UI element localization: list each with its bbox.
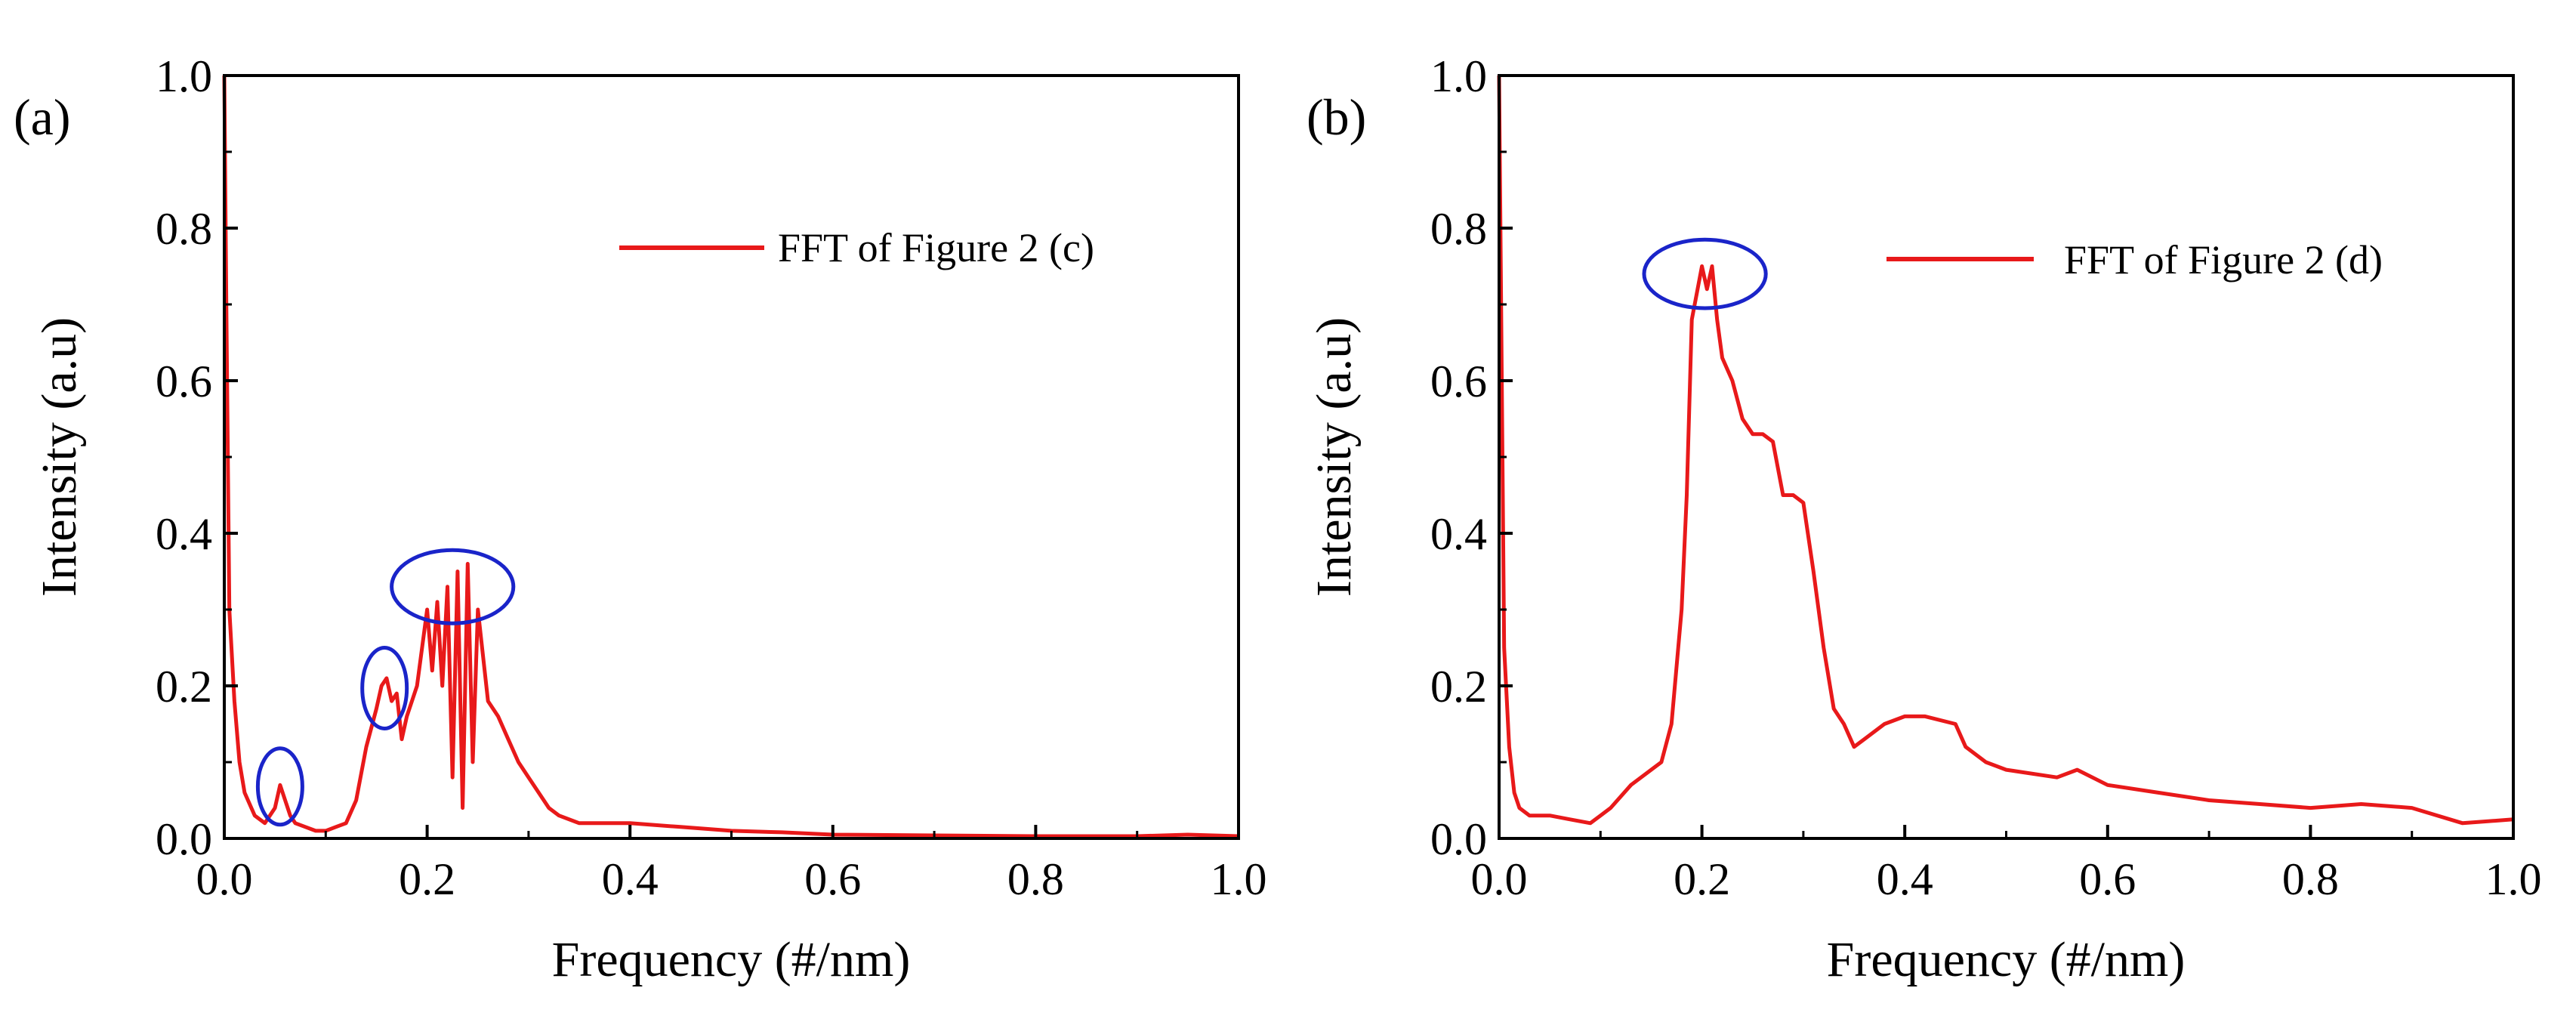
panel-b-y-tick-label-0: 0.0 <box>1430 814 1487 864</box>
panel-b-highlight-ellipse-0 <box>1642 237 1768 310</box>
panel-a-highlights-layer <box>255 548 516 827</box>
panel-a-highlight-ellipse-0 <box>255 746 304 827</box>
panel-b-y-tick-label-2: 0.4 <box>1430 509 1487 559</box>
panel-a-y-tick-label-0: 0.0 <box>156 814 212 864</box>
panel-b-y-tick-label-3: 0.6 <box>1430 357 1487 406</box>
panel-b-y-axis-label: Intensity (a.u) <box>1307 317 1362 597</box>
panel-b-highlights-layer <box>1642 237 1768 310</box>
panel-a-y-tick-label-2: 0.4 <box>156 509 212 559</box>
panel-b-x-axis-label: Frequency (#/nm) <box>1827 932 2186 987</box>
panel-b-x-tick-label-3: 0.6 <box>2079 854 2136 904</box>
panel-b-legend: FFT of Figure 2 (d) <box>1886 237 2383 282</box>
panel-b-y-tick-label-1: 0.2 <box>1430 662 1487 712</box>
panel-a-series-line-0 <box>222 75 1239 838</box>
panel-a-y-axis-label: Intensity (a.u) <box>32 317 87 597</box>
panel-a-y-tick-label-4: 0.8 <box>156 204 212 254</box>
panel-a-x-tick-label-3: 0.6 <box>804 854 861 904</box>
chart-panel-a: (a) 0.0 0.2 0.4 0.6 0.8 1.0 0.0 0.2 0.4 0.6 0.8 1.0… <box>14 51 1267 987</box>
panel-a-axes-layer: 0.0 0.2 0.4 0.6 0.8 1.0 0.0 0.2 0.4 0.6 0.8 1.0 <box>156 51 1267 904</box>
panel-a-y-tick-label-1: 0.2 <box>156 662 212 712</box>
panel-a-label: (a) <box>14 88 70 146</box>
panel-a-x-tick-label-4: 0.8 <box>1007 854 1064 904</box>
panel-a-x-axis-label: Frequency (#/nm) <box>552 932 911 987</box>
panel-a-x-tick-label-0: 0.0 <box>196 854 253 904</box>
panel-a-legend-label: FFT of Figure 2 (c) <box>778 225 1094 270</box>
chart-panel-b: (b) 0.0 0.2 0.4 0.6 0.8 1.0 0.0 0.2 0.4 0.6 0.8 1.0… <box>1307 51 2542 987</box>
panel-b-y-tick-label-5: 1.0 <box>1430 51 1487 101</box>
panel-b-x-tick-label-4: 0.8 <box>2282 854 2339 904</box>
panel-a-highlight-ellipse-2 <box>390 548 516 625</box>
panel-b-series-layer <box>1497 75 2514 826</box>
panel-b-legend-label: FFT of Figure 2 (d) <box>2064 237 2383 282</box>
panel-a-y-tick-label-3: 0.6 <box>156 357 212 406</box>
panel-b-label: (b) <box>1307 88 1366 146</box>
panel-a-series-layer <box>222 75 1239 838</box>
panel-a-highlight-ellipse-1 <box>360 646 409 730</box>
panel-b-y-tick-label-4: 0.8 <box>1430 204 1487 254</box>
panel-a-x-tick-label-5: 1.0 <box>1211 854 1267 904</box>
panel-b-x-tick-label-1: 0.2 <box>1674 854 1730 904</box>
panel-a-y-tick-label-5: 1.0 <box>156 51 212 101</box>
panel-a-legend: FFT of Figure 2 (c) <box>619 225 1094 270</box>
panel-a-x-tick-label-2: 0.4 <box>602 854 659 904</box>
panel-b-axes-layer: 0.0 0.2 0.4 0.6 0.8 1.0 0.0 0.2 0.4 0.6 0.8 1.0 <box>1430 51 2542 904</box>
panel-a-x-tick-label-1: 0.2 <box>399 854 455 904</box>
panel-b-x-tick-label-0: 0.0 <box>1471 854 1528 904</box>
panel-b-x-tick-label-5: 1.0 <box>2485 854 2542 904</box>
panel-b-x-tick-label-2: 0.4 <box>1877 854 1933 904</box>
panel-b-series-line-0 <box>1497 75 2514 826</box>
panel-b-plot-frame <box>1498 74 2515 840</box>
